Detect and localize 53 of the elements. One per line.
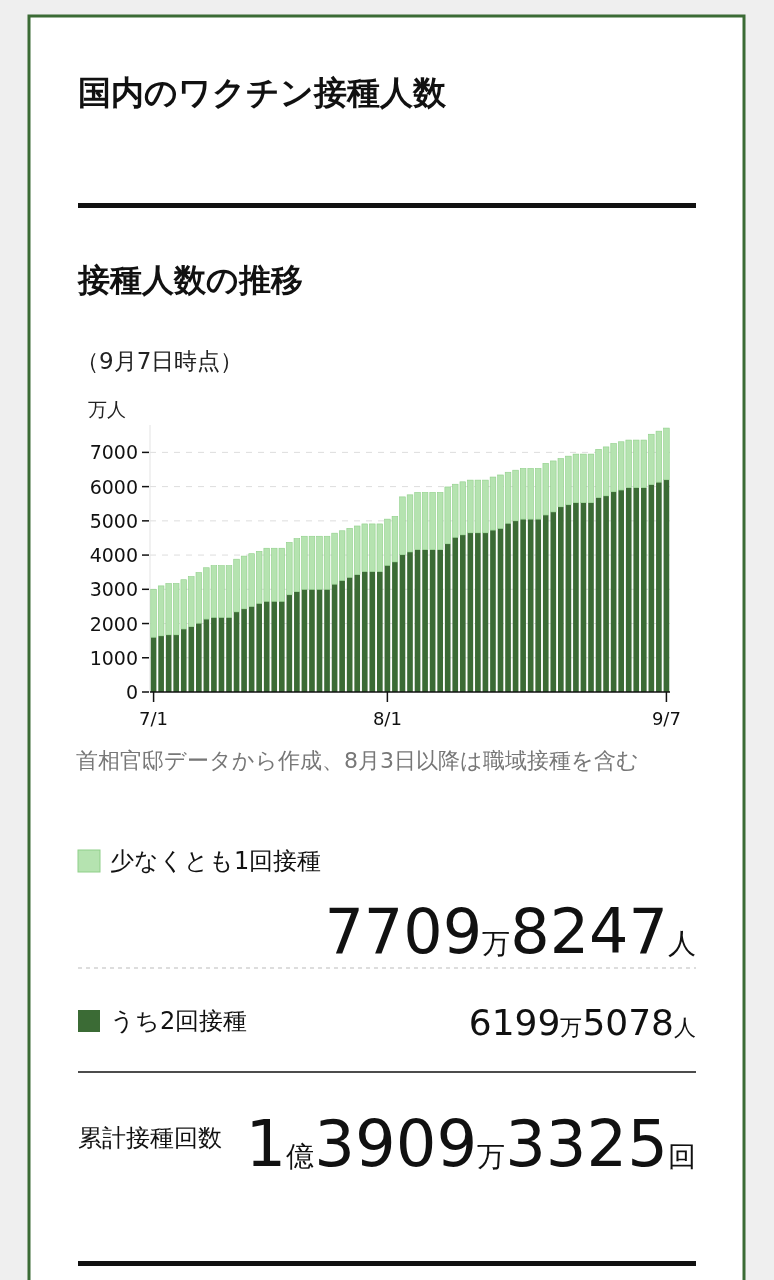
bar — [520, 519, 526, 692]
y-tick-label: 0 — [125, 681, 138, 703]
text: 首相官邸データから作成、8月3日以降は職域接種を含む — [76, 748, 640, 774]
bar — [618, 490, 624, 692]
bar — [256, 603, 262, 692]
bar — [505, 523, 511, 692]
y-tick-label: 6000 — [89, 475, 138, 498]
bar — [407, 552, 413, 692]
legend-label: 少なくとも1回接種 — [110, 847, 322, 875]
y-tick-label: 7000 — [89, 441, 138, 464]
x-tick-label: 7/1 — [139, 708, 169, 729]
text: （9月7日時点） — [76, 348, 244, 374]
bar — [309, 589, 315, 692]
bar — [339, 580, 345, 692]
bar — [158, 635, 164, 692]
y-tick-label: 2000 — [89, 612, 138, 635]
bar — [640, 487, 647, 692]
text: 7709万8247人 — [324, 895, 696, 968]
legend-label: うち2回接種 — [110, 1007, 248, 1035]
bar — [422, 549, 428, 692]
bar — [354, 574, 361, 692]
bar — [573, 502, 579, 692]
bar — [241, 608, 247, 692]
bar — [656, 482, 662, 692]
y-tick-label: 3000 — [89, 578, 138, 601]
bar — [603, 495, 609, 692]
y-tick-label: 1000 — [89, 646, 138, 669]
x-tick-label: 8/1 — [372, 708, 402, 729]
y-tick-label: 5000 — [89, 509, 138, 532]
bar — [535, 519, 542, 692]
bar — [558, 506, 564, 692]
bar — [196, 623, 202, 692]
chart-title: 国内のワクチン接種人数 — [78, 73, 447, 112]
bar — [294, 591, 300, 692]
bar — [437, 549, 443, 692]
text: 1億3909万3325回 — [245, 1107, 696, 1181]
text: 6199万5078人 — [468, 1002, 696, 1043]
chart-subtitle: 接種人数の推移 — [77, 261, 303, 299]
bar — [324, 589, 330, 692]
bar — [226, 617, 232, 692]
bar — [490, 530, 496, 692]
bar — [278, 601, 285, 692]
bar — [459, 534, 466, 692]
bar — [211, 617, 217, 692]
y-tick-label: 4000 — [89, 544, 138, 567]
y-axis-title: 万人 — [88, 398, 126, 420]
x-tick-label: 9/7 — [651, 708, 681, 729]
bar — [475, 532, 481, 692]
text: 累計接種回数 — [78, 1124, 222, 1152]
bar — [588, 502, 594, 692]
bar — [392, 561, 398, 692]
bar — [377, 571, 383, 692]
bar — [173, 634, 180, 692]
